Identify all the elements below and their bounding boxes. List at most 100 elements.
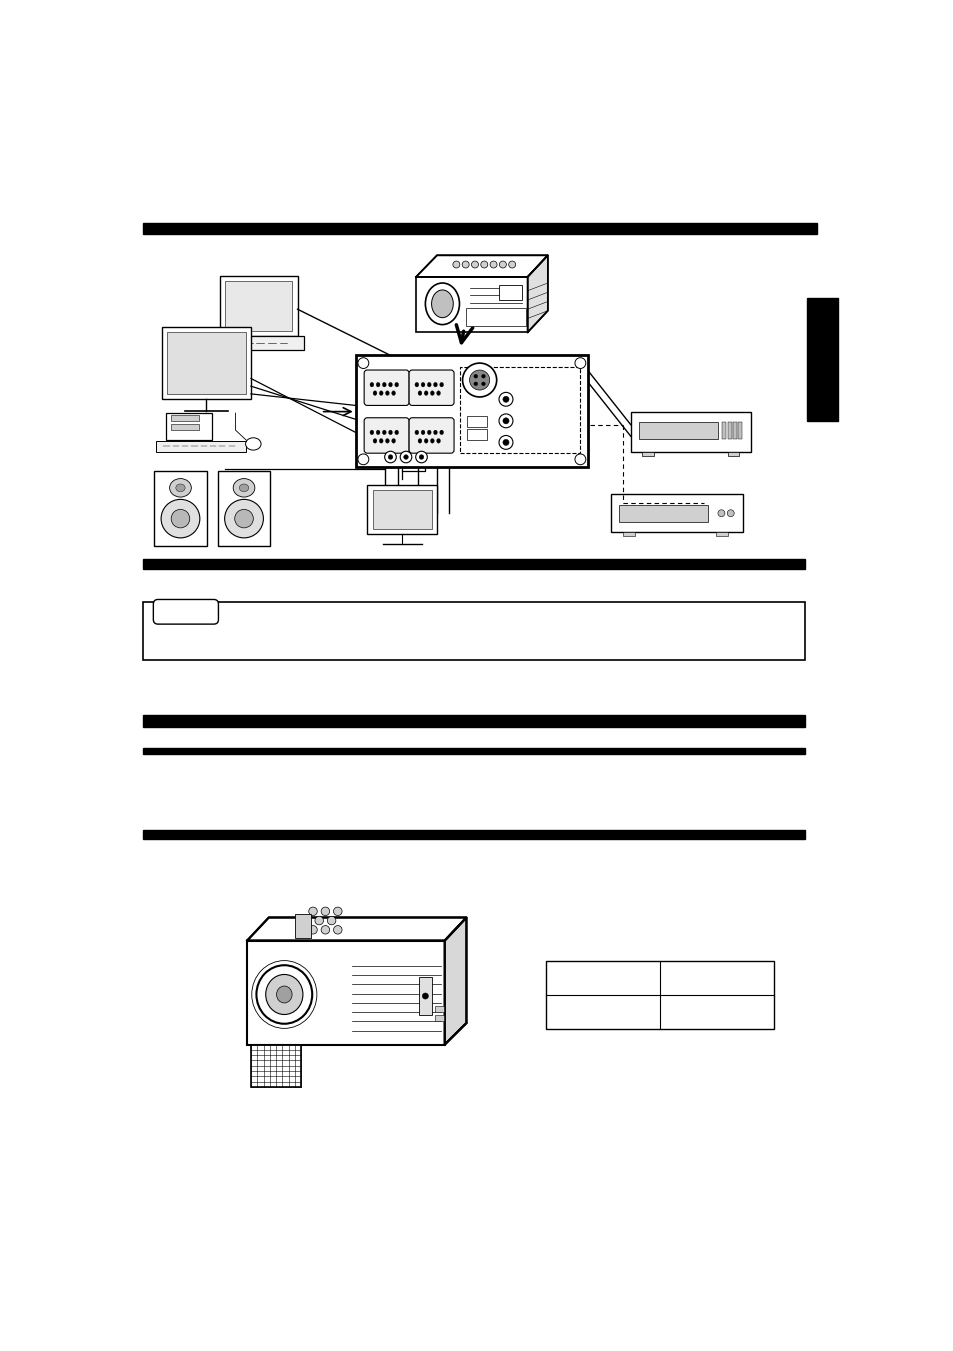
Ellipse shape [502, 396, 509, 403]
Ellipse shape [370, 430, 374, 435]
Bar [247, 940, 444, 1044]
Bar [373, 490, 431, 528]
Ellipse shape [334, 907, 342, 916]
FancyBboxPatch shape [153, 600, 218, 624]
Polygon shape [416, 255, 547, 277]
Ellipse shape [370, 382, 374, 386]
Ellipse shape [498, 261, 506, 267]
Ellipse shape [171, 509, 190, 528]
Bar [721, 423, 725, 439]
Ellipse shape [392, 439, 395, 443]
Ellipse shape [309, 925, 317, 934]
Ellipse shape [373, 439, 376, 443]
Ellipse shape [453, 261, 459, 267]
Ellipse shape [502, 439, 509, 446]
Ellipse shape [388, 430, 392, 435]
Ellipse shape [474, 382, 477, 386]
Ellipse shape [403, 455, 408, 459]
Ellipse shape [375, 430, 379, 435]
Bar [727, 451, 739, 457]
Ellipse shape [718, 509, 724, 516]
Bar [545, 962, 773, 1029]
Ellipse shape [384, 451, 395, 463]
Bar [142, 223, 816, 234]
Ellipse shape [481, 382, 485, 386]
Bar [435, 1016, 443, 1021]
Ellipse shape [239, 484, 249, 492]
Ellipse shape [416, 451, 427, 463]
Ellipse shape [427, 382, 431, 386]
Ellipse shape [417, 390, 421, 396]
Ellipse shape [430, 390, 434, 396]
Bar [418, 977, 431, 1016]
Bar [225, 281, 292, 331]
Bar [166, 413, 212, 440]
Bar [435, 1006, 443, 1012]
Ellipse shape [385, 439, 389, 443]
Bar [367, 485, 436, 534]
Ellipse shape [379, 439, 383, 443]
Bar [142, 715, 804, 727]
Ellipse shape [395, 382, 398, 386]
Bar [641, 451, 654, 457]
Ellipse shape [170, 478, 192, 497]
Ellipse shape [224, 500, 263, 538]
FancyBboxPatch shape [409, 370, 454, 405]
Ellipse shape [439, 430, 443, 435]
Ellipse shape [575, 358, 585, 369]
Bar [738, 423, 741, 439]
Bar [806, 297, 837, 422]
Bar [467, 416, 487, 427]
Ellipse shape [424, 390, 428, 396]
Ellipse shape [461, 261, 469, 267]
Bar [155, 440, 245, 451]
Ellipse shape [430, 439, 434, 443]
Ellipse shape [375, 382, 379, 386]
Bar [611, 494, 742, 532]
Ellipse shape [417, 439, 421, 443]
Ellipse shape [276, 986, 292, 1002]
Polygon shape [527, 255, 547, 332]
Bar [355, 355, 587, 467]
Ellipse shape [334, 925, 342, 934]
Ellipse shape [490, 261, 497, 267]
Ellipse shape [726, 509, 734, 516]
Ellipse shape [382, 430, 386, 435]
Polygon shape [444, 917, 466, 1044]
Ellipse shape [436, 390, 440, 396]
Ellipse shape [256, 965, 312, 1024]
Bar [213, 336, 303, 350]
Bar [498, 285, 521, 300]
Ellipse shape [314, 916, 323, 925]
Bar [251, 1044, 301, 1088]
Bar [142, 559, 804, 570]
Ellipse shape [420, 430, 424, 435]
Ellipse shape [388, 455, 393, 459]
Bar [220, 276, 297, 336]
Ellipse shape [321, 925, 330, 934]
Bar [638, 423, 717, 439]
Bar [154, 471, 207, 546]
Bar [171, 415, 199, 422]
Ellipse shape [508, 261, 516, 267]
Ellipse shape [252, 961, 316, 1028]
Ellipse shape [575, 454, 585, 465]
Ellipse shape [161, 500, 199, 538]
Bar [618, 505, 707, 523]
Ellipse shape [415, 382, 418, 386]
Ellipse shape [427, 430, 431, 435]
Ellipse shape [436, 439, 440, 443]
Ellipse shape [321, 907, 330, 916]
Bar [294, 913, 311, 938]
Ellipse shape [373, 390, 376, 396]
Ellipse shape [498, 413, 513, 428]
Bar [630, 412, 750, 451]
Ellipse shape [309, 907, 317, 916]
Ellipse shape [433, 382, 436, 386]
Bar [162, 327, 251, 400]
Ellipse shape [420, 382, 424, 386]
FancyBboxPatch shape [364, 370, 409, 405]
Ellipse shape [234, 509, 253, 528]
FancyBboxPatch shape [409, 417, 454, 453]
Ellipse shape [502, 417, 509, 424]
